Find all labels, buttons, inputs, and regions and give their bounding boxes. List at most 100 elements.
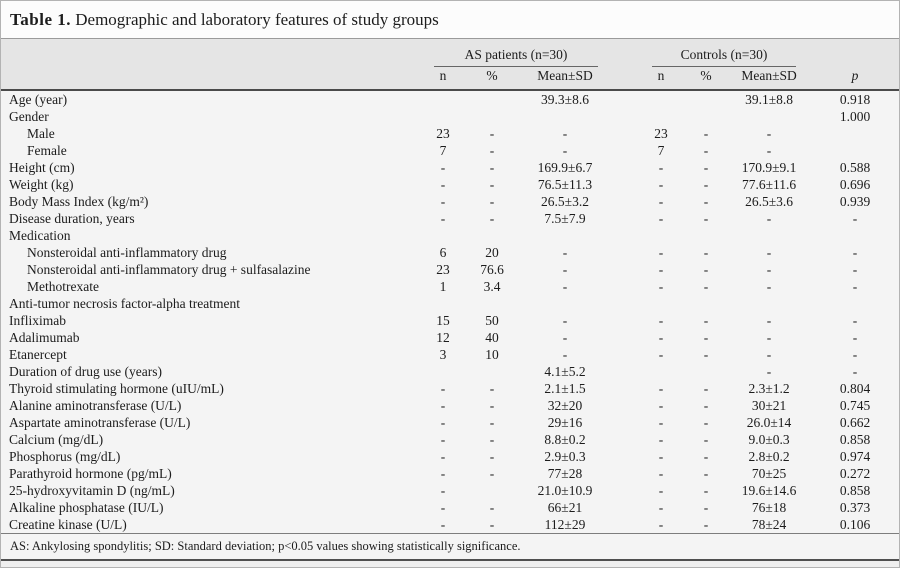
- cell: -: [637, 499, 686, 516]
- row-label: Body Mass Index (kg/m²): [1, 193, 419, 210]
- cell: 23: [419, 125, 467, 142]
- spacer-cell: [613, 363, 638, 380]
- cell: -: [685, 159, 728, 176]
- cell: -: [517, 312, 614, 329]
- cell: -: [685, 516, 728, 533]
- cell: 2.9±0.3: [517, 448, 614, 465]
- spacer-cell: [613, 227, 638, 244]
- table-row: Male 23- -23- -: [1, 125, 900, 142]
- cell: [811, 295, 900, 312]
- group-header-row: AS patients (n=30) Controls (n=30): [1, 38, 900, 67]
- table-row: Creatine kinase (U/L) - -112±29- -78±24 0.10…: [1, 516, 900, 533]
- label-column-header: [1, 38, 419, 67]
- cell: 15: [419, 312, 467, 329]
- table-caption: Demographic and laboratory features of s…: [75, 10, 439, 29]
- cell: -: [727, 261, 812, 278]
- cell: -: [467, 499, 517, 516]
- cell: -: [685, 380, 728, 397]
- spacer-cell: [613, 312, 638, 329]
- cell: -: [637, 346, 686, 363]
- table-row: Thyroid stimulating hormone (uIU/mL) - -2.…: [1, 380, 900, 397]
- table-row: Etanercept 3 10- - - - -: [1, 346, 900, 363]
- cell: [637, 295, 686, 312]
- cell: 26.5±3.2: [517, 193, 614, 210]
- row-label: Calcium (mg/dL): [1, 431, 419, 448]
- cell: -: [419, 193, 467, 210]
- cell: -: [637, 482, 686, 499]
- cell: [811, 227, 900, 244]
- cell: -: [685, 482, 728, 499]
- spacer-header: [613, 38, 638, 67]
- row-label: Etanercept: [1, 346, 419, 363]
- cell: -: [685, 448, 728, 465]
- cell: -: [419, 380, 467, 397]
- row-label: Alkaline phosphatase (IU/L): [1, 499, 419, 516]
- spacer-cell: [613, 397, 638, 414]
- sub-header-row: n % Mean±SD n % Mean±SD p: [1, 67, 900, 91]
- cell: -: [637, 193, 686, 210]
- cell: -: [685, 278, 728, 295]
- cell: 0.858: [811, 482, 900, 499]
- spacer-cell: [613, 448, 638, 465]
- table-row: Gender 1.000: [1, 108, 900, 125]
- cell: -: [685, 176, 728, 193]
- col-header-controls-mean: Mean±SD: [727, 67, 812, 91]
- cell: -: [419, 210, 467, 227]
- cell: -: [685, 142, 728, 159]
- cell: 112±29: [517, 516, 614, 533]
- cell: [467, 482, 517, 499]
- cell: -: [419, 176, 467, 193]
- cell: -: [685, 261, 728, 278]
- col-header-controls-n: n: [637, 67, 686, 91]
- row-label: Male: [1, 125, 419, 142]
- cell: 3.4: [467, 278, 517, 295]
- table-row: Disease duration, years - -7.5±7.9- - - -: [1, 210, 900, 227]
- cell: 30±21: [727, 397, 812, 414]
- cell: -: [517, 329, 614, 346]
- cell: -: [685, 397, 728, 414]
- table-row: Height (cm) - -169.9±6.7- -170.9±9.1 0.588: [1, 159, 900, 176]
- table-header: AS patients (n=30) Controls (n=30) n % M…: [1, 38, 900, 91]
- spacer-cell: [613, 261, 638, 278]
- cell: -: [811, 210, 900, 227]
- spacer-cell: [613, 346, 638, 363]
- cell: -: [727, 363, 812, 380]
- cell: 0.939: [811, 193, 900, 210]
- table-row: Phosphorus (mg/dL) - -2.9±0.3- -2.8±0.2 0.97…: [1, 448, 900, 465]
- cell: -: [685, 193, 728, 210]
- cell: 26.5±3.6: [727, 193, 812, 210]
- cell: [637, 363, 686, 380]
- table-row: Alkaline phosphatase (IU/L) - -66±21- -76±1…: [1, 499, 900, 516]
- row-label: Disease duration, years: [1, 210, 419, 227]
- cell: -: [517, 346, 614, 363]
- spacer-cell: [613, 329, 638, 346]
- table-row: Calcium (mg/dL) - -8.8±0.2- -9.0±0.3 0.858: [1, 431, 900, 448]
- cell: 21.0±10.9: [517, 482, 614, 499]
- spacer-cell: [613, 278, 638, 295]
- spacer-cell: [613, 516, 638, 533]
- cell: 9.0±0.3: [727, 431, 812, 448]
- table-row: Weight (kg) - -76.5±11.3- -77.6±11.6 0.696: [1, 176, 900, 193]
- cell: -: [811, 363, 900, 380]
- table-row: Parathyroid hormone (pg/mL) - -77±28- -70±2…: [1, 465, 900, 482]
- cell: -: [467, 210, 517, 227]
- cell: -: [685, 499, 728, 516]
- cell: -: [685, 465, 728, 482]
- spacer-cell: [613, 465, 638, 482]
- cell: 0.272: [811, 465, 900, 482]
- cell: -: [727, 346, 812, 363]
- data-table: AS patients (n=30) Controls (n=30) n % M…: [1, 38, 900, 533]
- cell: [419, 90, 467, 108]
- cell: -: [419, 414, 467, 431]
- cell: -: [467, 142, 517, 159]
- table-row: 25-hydroxyvitamin D (ng/mL) -21.0±10.9- -1…: [1, 482, 900, 499]
- row-label: Nonsteroidal anti-inflammatory drug: [1, 244, 419, 261]
- cell: -: [467, 159, 517, 176]
- table-row: Nonsteroidal anti-inflammatory drug + su…: [1, 261, 900, 278]
- cell: -: [727, 278, 812, 295]
- row-label: Creatine kinase (U/L): [1, 516, 419, 533]
- cell: -: [467, 465, 517, 482]
- cell: -: [467, 193, 517, 210]
- cell: -: [637, 431, 686, 448]
- cell: 1.000: [811, 108, 900, 125]
